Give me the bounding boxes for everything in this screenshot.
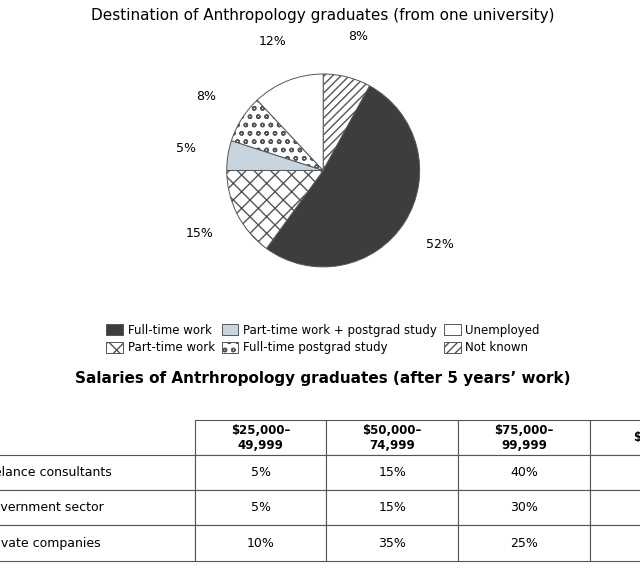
Wedge shape	[257, 74, 323, 170]
Legend: Full-time work, Part-time work, Part-time work + postgrad study, Full-time postg: Full-time work, Part-time work, Part-tim…	[102, 319, 545, 359]
Text: 15%: 15%	[186, 227, 214, 240]
Text: 8%: 8%	[196, 90, 216, 103]
Wedge shape	[227, 170, 323, 248]
Wedge shape	[323, 74, 370, 170]
Title: Destination of Anthropology graduates (from one university): Destination of Anthropology graduates (f…	[92, 8, 555, 23]
Text: Salaries of Antrhropology graduates (after 5 years’ work): Salaries of Antrhropology graduates (aft…	[76, 371, 571, 386]
Text: 52%: 52%	[426, 238, 454, 251]
Text: 8%: 8%	[348, 30, 367, 43]
Wedge shape	[266, 86, 420, 267]
Text: 12%: 12%	[259, 35, 286, 48]
Wedge shape	[232, 100, 323, 170]
Text: 5%: 5%	[177, 142, 196, 155]
Wedge shape	[227, 141, 323, 170]
